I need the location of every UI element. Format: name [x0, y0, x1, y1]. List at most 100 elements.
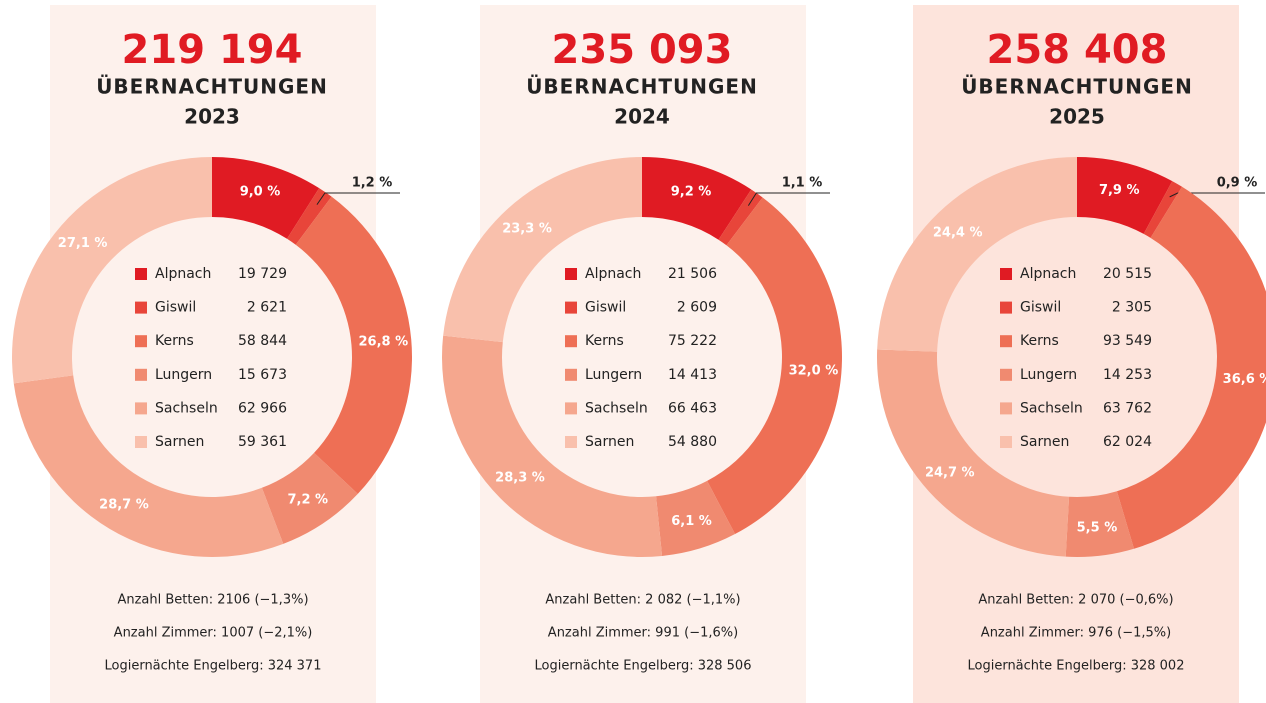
legend-swatch: [565, 335, 577, 348]
legend-swatch: [1000, 436, 1012, 448]
legend-swatch: [1000, 301, 1012, 314]
subtitle: ÜBERNACHTUNGEN: [96, 75, 328, 99]
donut-slice: [1065, 491, 1135, 557]
legend-label: Kerns: [155, 333, 194, 349]
legend-label: Sarnen: [1020, 434, 1069, 450]
donut-slice: [11, 157, 212, 384]
legend-label: Lungern: [1020, 367, 1077, 383]
legend-label: Giswil: [585, 300, 626, 316]
footer-note: Anzahl Zimmer: 1007 (−2,1%): [114, 626, 313, 641]
footer-note: Anzahl Zimmer: 976 (−1,5%): [981, 626, 1171, 641]
legend-swatch: [1000, 335, 1012, 348]
legend-count: 93 549: [1103, 333, 1152, 349]
legend-label: Alpnach: [585, 266, 641, 282]
legend-label: Sachseln: [585, 400, 648, 416]
legend-label: Alpnach: [155, 266, 211, 282]
legend-swatch: [565, 301, 577, 314]
footer-note: Anzahl Betten: 2106 (−1,3%): [117, 593, 308, 608]
donut-slice: [877, 157, 1077, 352]
legend-swatch: [135, 368, 147, 381]
legend-label: Kerns: [1020, 333, 1059, 349]
slice-label: 26,8 %: [359, 334, 409, 349]
footer-note: Logiernächte Engelberg: 328 002: [968, 659, 1185, 674]
slice-label: 6,1 %: [671, 514, 712, 529]
subtitle: ÜBERNACHTUNGEN: [526, 75, 758, 99]
slice-label: 23,3 %: [502, 222, 552, 237]
legend-count: 62 024: [1103, 434, 1152, 450]
leader-line: [316, 192, 400, 205]
legend-count: 14 253: [1103, 367, 1152, 383]
donut-slice: [642, 157, 752, 240]
legend-swatch: [565, 268, 577, 280]
slice-label: 7,9 %: [1099, 183, 1140, 198]
slice-label: 5,5 %: [1077, 520, 1118, 535]
legend-swatch: [1000, 268, 1012, 280]
slice-label: 9,2 %: [671, 185, 712, 200]
slice-label: 1,2 %: [352, 176, 393, 191]
legend-swatch: [135, 335, 147, 348]
legend-label: Lungern: [585, 367, 642, 383]
donut-slice: [442, 335, 663, 557]
legend-count: 15 673: [238, 367, 287, 383]
legend-label: Alpnach: [1020, 266, 1076, 282]
slice-label: 1,1 %: [782, 176, 823, 191]
legend-label: Giswil: [1020, 300, 1061, 316]
year: 2023: [184, 105, 240, 129]
legend-label: Sachseln: [1020, 400, 1083, 416]
legend-count: 2 305: [1112, 300, 1152, 316]
legend-swatch: [1000, 402, 1012, 415]
legend-count: 62 966: [238, 400, 287, 416]
legend-count: 58 844: [238, 333, 287, 349]
slice-label: 27,1 %: [58, 236, 108, 251]
legend-swatch: [135, 268, 147, 280]
slice-label: 32,0 %: [789, 364, 839, 379]
legend-label: Lungern: [155, 367, 212, 383]
slice-label: 24,7 %: [925, 465, 975, 480]
leader-line: [1169, 192, 1265, 198]
donut-slice: [443, 157, 642, 343]
legend-swatch: [135, 301, 147, 314]
legend-swatch: [1000, 368, 1012, 381]
footer-note: Logiernächte Engelberg: 328 506: [535, 659, 752, 674]
donut-slice: [718, 189, 763, 246]
legend-swatch: [135, 436, 147, 448]
legend-count: 2 621: [247, 300, 287, 316]
legend-label: Giswil: [155, 300, 196, 316]
legend-swatch: [565, 368, 577, 381]
slice-label: 0,9 %: [1217, 176, 1258, 191]
slice-label: 24,4 %: [933, 226, 983, 241]
footer-note: Anzahl Zimmer: 991 (−1,6%): [548, 626, 738, 641]
year: 2025: [1049, 105, 1105, 129]
year: 2024: [614, 105, 670, 129]
donut-slice: [656, 480, 736, 556]
legend-swatch: [135, 402, 147, 415]
legend-swatch: [565, 436, 577, 448]
slice-label: 9,0 %: [240, 184, 281, 199]
donut-slice: [295, 196, 412, 494]
donut-slice: [261, 452, 358, 544]
subtitle: ÜBERNACHTUNGEN: [961, 75, 1193, 99]
footer-note: Anzahl Betten: 2 070 (−0,6%): [978, 593, 1173, 608]
slice-label: 7,2 %: [287, 492, 328, 507]
donut-slice: [1116, 186, 1266, 549]
legend-count: 19 729: [238, 266, 287, 282]
donut-slice: [212, 157, 320, 239]
panel-background: [480, 5, 806, 703]
donut-slice: [707, 197, 842, 535]
legend-count: 54 880: [668, 434, 717, 450]
legend-count: 75 222: [668, 333, 717, 349]
legend-count: 20 515: [1103, 266, 1152, 282]
legend-label: Sachseln: [155, 400, 218, 416]
slice-label: 36,6 %: [1223, 372, 1266, 387]
legend-swatch: [565, 402, 577, 415]
legend-count: 63 762: [1103, 400, 1152, 416]
footer-note: Logiernächte Engelberg: 324 371: [105, 659, 322, 674]
leader-line: [747, 192, 830, 206]
legend-label: Kerns: [585, 333, 624, 349]
donut-slice: [877, 349, 1070, 557]
panel-background: [50, 5, 376, 703]
total-value: 219 194: [122, 27, 303, 73]
donut-slice: [13, 375, 284, 557]
legend-count: 59 361: [238, 434, 287, 450]
slice-label: 28,3 %: [495, 471, 545, 486]
